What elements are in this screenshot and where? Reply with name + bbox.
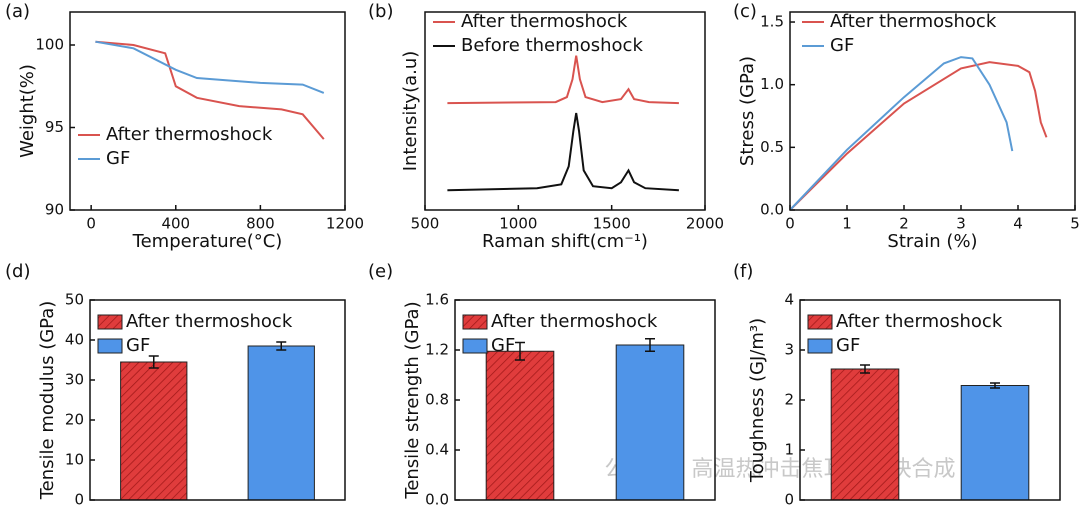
y-tick-label: 20 [65,411,84,429]
legend-label: After thermoshock [836,311,1003,332]
y-tick-label: 10 [65,451,84,469]
y-tick-label: 3 [784,341,794,359]
y-tick-label: 95 [45,118,64,136]
legend-swatch [462,314,488,330]
bar [247,345,315,501]
y-axis-label: Intensity(a.u) [400,51,421,172]
y-axis-label: Tensile strength (GPa) [402,301,423,499]
x-tick-label: 0 [785,215,795,233]
y-tick-label: 30 [65,371,84,389]
error-bar [990,382,1000,389]
y-tick-label: 0.0 [760,201,784,219]
error-bar [645,338,655,352]
bar [960,385,1030,501]
plot-frame [89,299,346,501]
panel-label: (a) [5,1,30,22]
error-bar [515,341,525,361]
x-axis-label: Temperature(°C) [132,231,283,252]
panel-label: (f) [733,261,753,282]
legend-swatch [807,314,833,330]
legend-label: After thermoshock [106,124,273,145]
y-tick-label: 90 [45,201,64,219]
y-tick-label: 0.4 [425,441,449,459]
y-tick-label: 0.0 [425,491,449,509]
plot-frame [424,11,706,211]
panel-label: (b) [368,1,393,22]
x-tick-label: 3 [956,215,966,233]
x-tick-label: 0 [86,215,96,233]
panel-label: (d) [5,261,30,282]
y-tick-label: 40 [65,331,84,349]
legend-label: After thermoshock [491,311,658,332]
legend-label: GF [830,35,854,56]
x-tick-label: 2000 [686,215,724,233]
legend-label: GF [126,335,150,356]
line-series [95,40,325,94]
y-tick-label: 0.8 [425,391,449,409]
bar [830,368,900,501]
y-tick-label: 4 [784,291,794,309]
y-tick-label: 0.5 [760,138,784,156]
line-series [447,112,679,192]
legend-label: Before thermoshock [461,35,643,56]
legend-swatch [807,338,833,354]
panel-label: (c) [733,1,757,22]
line-series [789,61,1048,211]
line-series [789,56,1014,211]
error-bar [148,355,159,369]
x-tick-label: 1500 [593,215,631,233]
plot-frame [789,11,1076,211]
x-tick-label: 5 [1070,215,1080,233]
x-tick-label: 2 [899,215,909,233]
legend-label: GF [106,148,130,169]
y-tick-label: 1 [784,441,794,459]
plot-frame [799,299,1061,501]
y-tick-label: 50 [65,291,84,309]
legend-label: GF [491,335,515,356]
plot-frame [69,11,346,211]
x-tick-label: 1 [842,215,852,233]
plot-frame [454,299,716,501]
bar [485,350,555,501]
y-axis-label: Stress (GPa) [737,56,758,166]
y-tick-label: 1.0 [760,75,784,93]
y-axis-label: Toughness (GJ/m³) [747,318,768,483]
x-tick-label: 400 [161,215,190,233]
legend-swatch [462,338,488,354]
legend-label: After thermoshock [126,311,293,332]
error-bar [860,364,870,374]
y-tick-label: 0 [784,491,794,509]
y-tick-label: 0 [74,491,84,509]
x-axis-label: Raman shift(cm⁻¹) [482,231,648,252]
y-tick-label: 1.6 [425,291,449,309]
legend-label: After thermoshock [830,11,997,32]
error-bar [276,341,287,351]
line-series [95,40,325,140]
y-axis-label: Tensile modulus (GPa) [37,301,58,501]
x-tick-label: 800 [246,215,275,233]
y-tick-label: 100 [35,36,64,54]
x-tick-label: 1000 [499,215,537,233]
legend-swatch [97,338,123,354]
legend-label: After thermoshock [461,11,628,32]
legend-label: GF [836,335,860,356]
panel-label: (e) [368,261,393,282]
bar [120,361,188,501]
y-tick-label: 1.5 [760,13,784,31]
line-series [447,55,679,105]
x-tick-label: 1200 [326,215,364,233]
x-axis-label: Strain (%) [887,231,977,252]
x-tick-label: 500 [411,215,440,233]
y-tick-label: 1.2 [425,341,449,359]
legend-swatch [97,314,123,330]
x-tick-label: 4 [1013,215,1023,233]
bar [615,344,685,501]
y-tick-label: 2 [784,391,794,409]
y-axis-label: Weight(%) [17,64,38,158]
